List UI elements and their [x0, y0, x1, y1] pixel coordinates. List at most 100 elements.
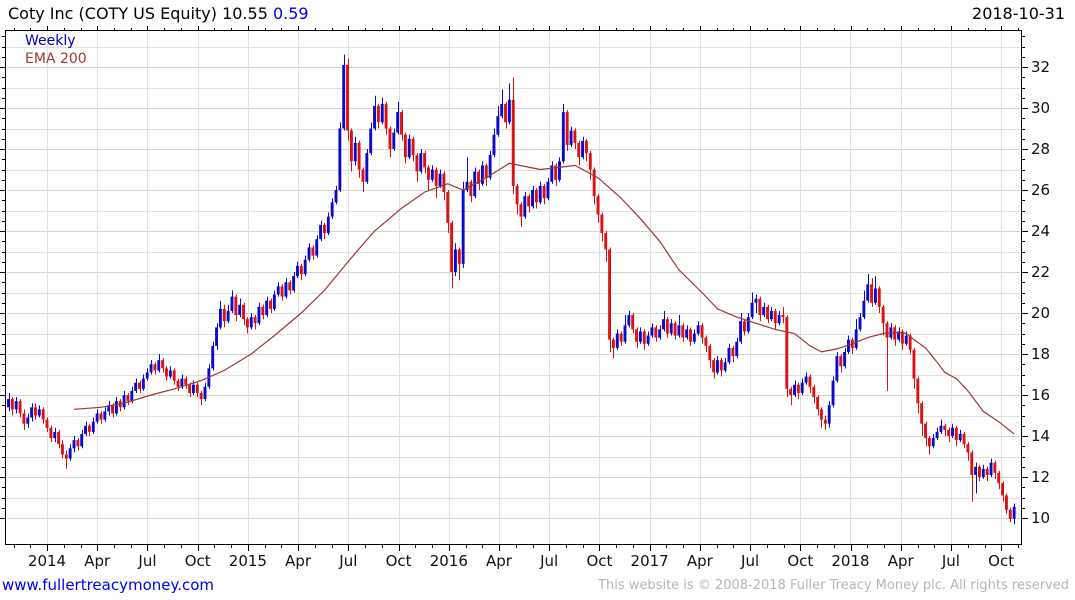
candle-body-up — [419, 153, 423, 172]
candle-body-up — [831, 380, 835, 406]
candle-body-up — [72, 440, 76, 449]
candle-body-up — [569, 130, 573, 145]
candle-body-down — [978, 466, 981, 477]
candle-body-down — [49, 427, 53, 439]
candle-body-up — [319, 224, 323, 240]
x-tick-label: 2018 — [831, 552, 869, 570]
candle-body-up — [662, 319, 665, 330]
x-tick-label: Jul — [539, 552, 558, 570]
candle-body-up — [465, 181, 469, 190]
candle-body-up — [727, 347, 731, 363]
x-tick-label: Jul — [338, 552, 357, 570]
candle-body-down — [299, 265, 303, 275]
candle-body-up — [897, 331, 900, 340]
candle-body-down — [600, 214, 604, 234]
candle-body-down — [908, 335, 912, 350]
price-change: 0.59 — [272, 4, 309, 23]
candle-body-up — [561, 112, 565, 162]
price-chart-svg: 10 12 14 16 18 20 22 24 26 28 30 32 2014 Apr Jul Oct 201… — [0, 26, 1050, 570]
candle-body-down — [631, 315, 635, 330]
candle-body-down — [1004, 495, 1008, 510]
candle-body-down — [712, 360, 716, 373]
footer-bar: www.fullertreacymoney.com This website i… — [0, 573, 1075, 600]
candle-body-down — [41, 409, 45, 420]
candle-body-down — [947, 429, 951, 436]
candle-body-up — [272, 294, 276, 309]
candle-body-down — [361, 169, 365, 182]
candle-body-down — [927, 438, 931, 447]
candle-body-up — [296, 265, 299, 277]
candle-body-up — [692, 333, 696, 342]
candle-body-down — [222, 308, 226, 322]
candle-body-up — [95, 413, 99, 422]
candle-body-up — [276, 286, 280, 295]
candle-body-up — [615, 333, 619, 348]
candle-body-up — [531, 190, 534, 207]
candle-body-up — [191, 384, 195, 393]
candle-body-down — [719, 360, 723, 371]
candle-body-up — [769, 310, 773, 320]
candle-body-down — [820, 409, 823, 420]
candle-body-down — [45, 419, 49, 428]
candle-body-up — [646, 335, 650, 344]
candle-body-up — [989, 462, 993, 475]
website-link[interactable]: www.fullertreacymoney.com — [2, 576, 215, 594]
x-tick-label: Apr — [285, 552, 312, 570]
y-tick-label: 20 — [1031, 304, 1050, 322]
candle-body-up — [226, 310, 230, 322]
x-tick-label: Oct — [988, 552, 1014, 570]
candle-body-up — [658, 329, 662, 338]
candle-body-up — [461, 190, 465, 264]
candle-body-down — [781, 315, 785, 318]
x-tick-label: 2016 — [430, 552, 468, 570]
y-tick-label: 12 — [1031, 468, 1050, 486]
candle-body-down — [554, 165, 558, 180]
candle-body-up — [866, 284, 870, 301]
candle-body-up — [407, 138, 411, 158]
candle-body-up — [91, 421, 95, 432]
candle-body-up — [754, 298, 758, 303]
candle-body-up — [581, 140, 585, 158]
candle-body-up — [303, 259, 307, 275]
candle-body-up — [862, 300, 866, 318]
candle-body-up — [835, 356, 839, 381]
candle-body-down — [1001, 483, 1005, 496]
candle-body-down — [673, 323, 677, 336]
candle-body-down — [924, 423, 927, 439]
candle-body-down — [708, 345, 712, 361]
x-tick-label: Oct — [386, 552, 412, 570]
candle-body-up — [550, 165, 554, 182]
candle-body-up — [939, 425, 943, 432]
candle-body-down — [635, 329, 638, 342]
candle-body-up — [130, 390, 134, 402]
candle-body-up — [951, 427, 954, 436]
candle-body-up — [107, 405, 111, 412]
candle-body-down — [280, 286, 284, 297]
candle-body-up — [330, 202, 334, 217]
candle-body-down — [773, 310, 777, 324]
candle-body-down — [900, 331, 904, 344]
x-tick-label: Oct — [185, 552, 211, 570]
candle-body-down — [234, 296, 238, 316]
candle-body-down — [165, 368, 168, 377]
candle-body-down — [323, 224, 326, 234]
candle-body-down — [346, 64, 350, 131]
y-tick-label: 28 — [1031, 140, 1050, 158]
y-tick-label: 24 — [1031, 222, 1050, 240]
candle-body-down — [1008, 509, 1012, 519]
candle-body-down — [731, 347, 735, 357]
candle-body-up — [326, 216, 330, 234]
x-tick-label: Apr — [687, 552, 714, 570]
candle-body-down — [400, 112, 403, 135]
candle-body-up — [215, 327, 219, 346]
candle-body-up — [650, 327, 654, 336]
candle-body-up — [488, 155, 492, 178]
candle-body-down — [261, 306, 265, 316]
candle-body-up — [558, 161, 561, 180]
candle-body-up — [396, 112, 400, 133]
candle-body-up — [981, 468, 985, 477]
candle-body-up — [307, 247, 311, 260]
candle-body-down — [126, 395, 130, 402]
candle-body-up — [249, 317, 253, 328]
candle-body-up — [157, 360, 161, 371]
